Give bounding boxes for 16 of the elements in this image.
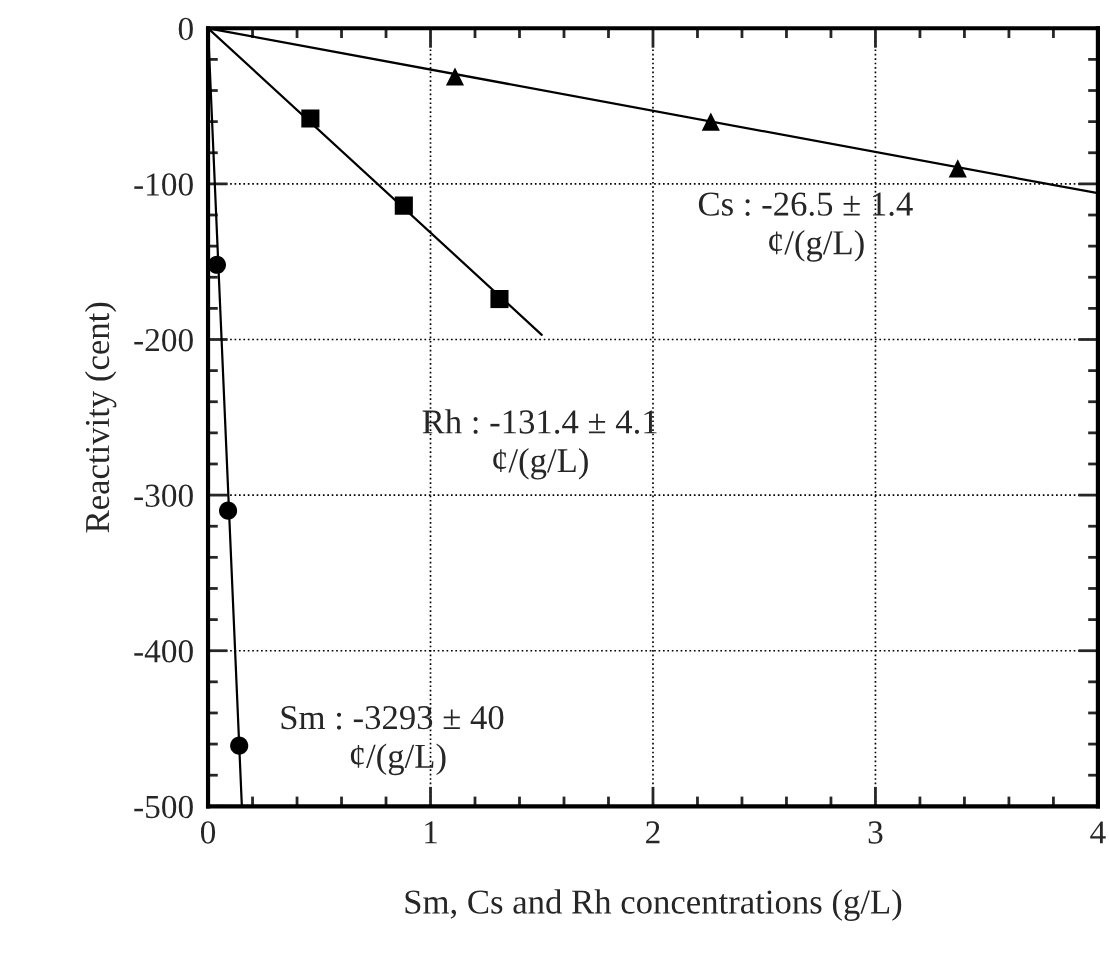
y-axis-title: Reactivity (cent) — [84, 302, 117, 533]
annotation: Sm : -3293 ± 40 ¢/(g/L) — [281, 705, 504, 776]
y-tick-label: -200 — [134, 328, 193, 352]
y-tick-label: -300 — [134, 484, 193, 507]
x-tick-label: 4 — [1090, 821, 1106, 844]
x-tick-label: 1 — [425, 821, 437, 844]
y-tick-label: -100 — [134, 173, 193, 196]
x-tick-label: 3 — [868, 821, 883, 844]
annotation: Cs : -26.5 ± 1.4 ¢/(g/L) — [698, 192, 913, 262]
annotation: Rh : -131.4 ± 4.1 ¢/(g/L) — [422, 409, 657, 480]
y-tick-label: -400 — [134, 640, 193, 663]
x-tick-label: 0 — [200, 821, 216, 844]
y-tick-label: 0 — [178, 17, 193, 41]
x-tick-label: 2 — [646, 821, 660, 844]
y-tick-label: -500 — [134, 795, 193, 819]
x-axis-title: Sm, Cs and Rh concentrations (g/L) — [405, 889, 902, 921]
